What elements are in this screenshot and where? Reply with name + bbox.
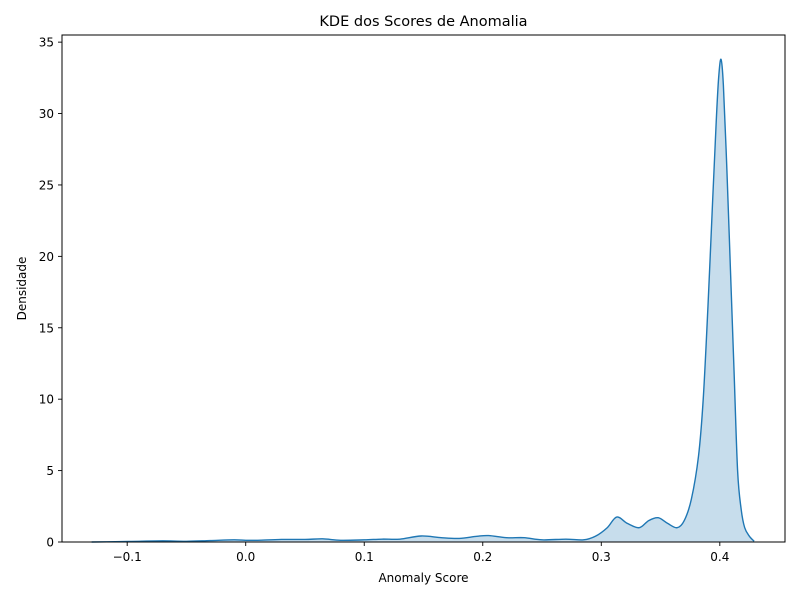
y-tick-label: 25 bbox=[39, 178, 54, 192]
plot-area bbox=[91, 58, 755, 543]
y-tick-label: 30 bbox=[39, 107, 54, 121]
y-tick-label: 10 bbox=[39, 393, 54, 407]
x-tick-label: −0.1 bbox=[113, 550, 142, 564]
x-tick-label: 0.3 bbox=[592, 550, 611, 564]
y-tick-label: 0 bbox=[46, 536, 54, 550]
x-tick-label: 0.2 bbox=[473, 550, 492, 564]
x-tick-label: 0.0 bbox=[236, 550, 255, 564]
plot-frame bbox=[61, 34, 786, 543]
y-tick-label: 20 bbox=[39, 250, 54, 264]
x-tick-label: 0.4 bbox=[710, 550, 729, 564]
x-axis: −0.1 0.0 0.1 0.2 0.3 0.4 bbox=[113, 542, 729, 564]
kde-density-line bbox=[91, 58, 755, 543]
x-tick-label: 0.1 bbox=[355, 550, 374, 564]
y-axis: 0 5 10 15 20 25 30 35 bbox=[39, 36, 62, 550]
y-tick-label: 35 bbox=[39, 36, 54, 50]
x-axis-label: Anomaly Score bbox=[378, 571, 468, 585]
y-axis-label: Densidade bbox=[15, 257, 29, 321]
y-tick-label: 15 bbox=[39, 321, 54, 335]
kde-fill-area bbox=[91, 59, 755, 542]
chart-title: KDE dos Scores de Anomalia bbox=[319, 14, 527, 30]
y-tick-label: 5 bbox=[46, 464, 54, 478]
